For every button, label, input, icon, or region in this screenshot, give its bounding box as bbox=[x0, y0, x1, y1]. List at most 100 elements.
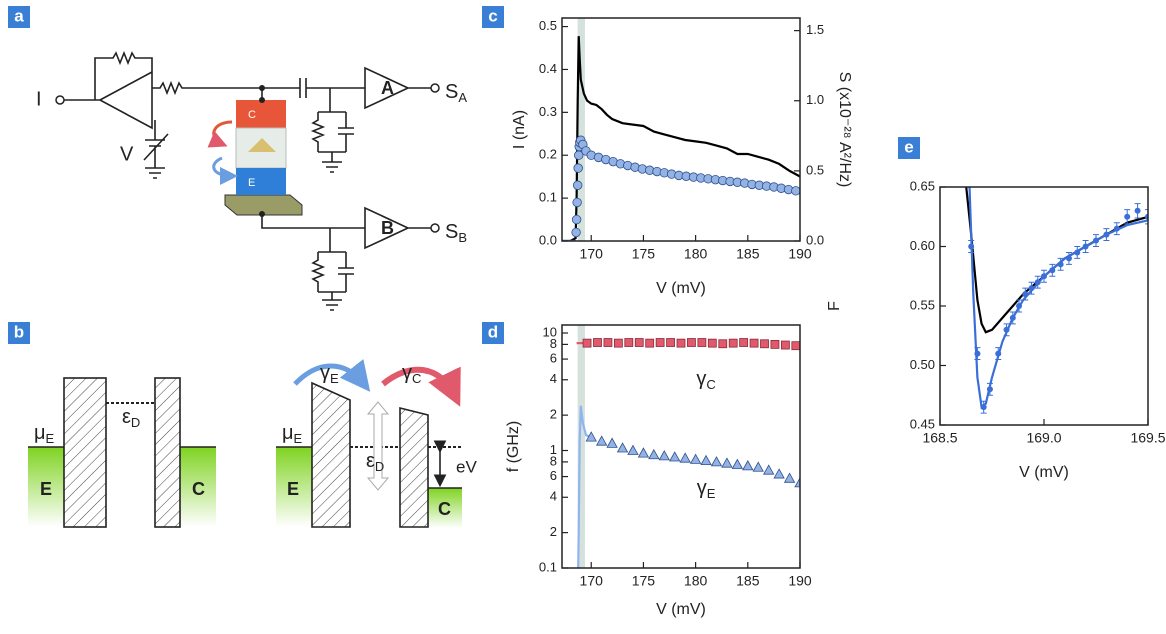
y-tick-label: 0.55 bbox=[910, 297, 935, 312]
panel-tag: d bbox=[488, 322, 498, 341]
symbol: μ bbox=[34, 422, 46, 444]
x-tick-label: 170 bbox=[580, 573, 604, 589]
chart: 170 175 180 185 1900.00.10.20.30.40.50.00.51… bbox=[511, 17, 853, 297]
marker bbox=[1124, 213, 1131, 220]
y2-tick-label: 0.5 bbox=[806, 162, 824, 177]
rate-label: γE bbox=[320, 362, 339, 386]
marker bbox=[742, 460, 754, 471]
barrier bbox=[399, 406, 429, 528]
marker bbox=[763, 464, 775, 475]
chart: 168.5 169.0 169.5 0.45 0.50 0.55 0.60 0.65 V (mV… bbox=[826, 178, 1166, 481]
marker bbox=[571, 227, 581, 238]
marker bbox=[995, 350, 1002, 357]
y-tick-label: 0.65 bbox=[910, 178, 935, 193]
marker bbox=[573, 163, 583, 173]
x-tick-label: 169.0 bbox=[1026, 430, 1061, 446]
x-tick-label: 175 bbox=[632, 246, 656, 262]
marker bbox=[571, 214, 582, 225]
marker bbox=[707, 338, 717, 348]
marker bbox=[637, 447, 650, 458]
y-tick-label: 2 bbox=[550, 407, 557, 422]
block-label: C bbox=[248, 109, 256, 121]
symbol: γ bbox=[697, 477, 707, 499]
marker bbox=[1016, 303, 1023, 309]
level-label: μE bbox=[282, 422, 303, 446]
amplifier bbox=[364, 206, 431, 250]
error-bar bbox=[1145, 209, 1148, 225]
plot-area bbox=[562, 18, 800, 241]
marker bbox=[700, 454, 712, 466]
level-shift-arrow bbox=[366, 401, 390, 491]
marker bbox=[986, 386, 993, 393]
marker bbox=[595, 435, 608, 446]
x-tick-label: 175 bbox=[632, 573, 656, 589]
arrow bbox=[212, 156, 238, 185]
bias-label: eV bbox=[456, 457, 477, 476]
y-tick-label: 0.3 bbox=[539, 104, 557, 119]
tunnel-arrow bbox=[293, 359, 371, 392]
marker bbox=[676, 338, 686, 348]
marker bbox=[739, 338, 749, 347]
marker bbox=[1034, 279, 1041, 286]
tag-box bbox=[898, 137, 920, 159]
y-tick-label: 6 bbox=[550, 351, 557, 366]
line bbox=[968, 187, 1148, 410]
bias-label: V bbox=[120, 143, 134, 165]
marker bbox=[721, 457, 733, 468]
symbol: γ bbox=[402, 362, 412, 384]
marker bbox=[752, 461, 764, 472]
x-axis-label: V (mV) bbox=[656, 601, 706, 618]
band-diagram-right: μE εD γE γC eV E C bbox=[276, 359, 477, 528]
plot-area bbox=[965, 187, 1148, 414]
frame bbox=[561, 324, 801, 569]
x-tick-label: 180 bbox=[684, 246, 708, 262]
tunnel-arrow bbox=[381, 366, 461, 407]
marker bbox=[1082, 243, 1089, 250]
panel-tags: a b c d e bbox=[8, 6, 920, 344]
y-tick-label: 8 bbox=[550, 453, 557, 468]
y-tick-label: 2 bbox=[550, 524, 557, 539]
block-label: E bbox=[248, 177, 255, 189]
subscript: B bbox=[458, 230, 467, 245]
y-tick-label: 1 bbox=[550, 442, 557, 457]
wiring bbox=[64, 50, 365, 173]
marker bbox=[1134, 207, 1141, 214]
marker bbox=[1074, 249, 1081, 256]
tag-box bbox=[482, 6, 504, 28]
node bbox=[259, 211, 265, 217]
marker bbox=[687, 338, 696, 347]
marker bbox=[634, 338, 644, 347]
panel-tag: e bbox=[904, 137, 913, 156]
y-tick-label: 0.1 bbox=[539, 190, 557, 205]
marker bbox=[1009, 314, 1016, 321]
x-axis-label: V (mV) bbox=[656, 280, 706, 297]
frame bbox=[561, 17, 801, 242]
substrate bbox=[224, 194, 303, 216]
symbol: γ bbox=[320, 362, 330, 384]
symbol: γ bbox=[696, 368, 706, 390]
annotation: γE bbox=[697, 477, 716, 501]
x-tick-label: 190 bbox=[788, 246, 812, 262]
amp-label: B bbox=[381, 218, 394, 238]
y-tick-label: 10 bbox=[543, 324, 557, 339]
marker bbox=[572, 197, 582, 208]
marker bbox=[760, 339, 769, 349]
subscript: E bbox=[46, 431, 55, 446]
bias-source bbox=[143, 120, 169, 179]
symbol: S bbox=[445, 221, 458, 243]
marker bbox=[627, 444, 639, 455]
level-label: εD bbox=[122, 406, 140, 430]
subscript: E bbox=[294, 431, 303, 446]
marker bbox=[1003, 326, 1010, 333]
y-tick-label: 0.0 bbox=[539, 232, 557, 247]
y-tick-label: 0.45 bbox=[910, 416, 935, 431]
symbol: ε bbox=[366, 450, 375, 472]
dot bbox=[248, 138, 276, 152]
band-diagram-left: μE εD E C bbox=[28, 377, 216, 528]
marker bbox=[974, 350, 981, 357]
marker bbox=[968, 243, 975, 250]
terminal bbox=[55, 95, 65, 105]
y-tick-label: 0.5 bbox=[539, 18, 557, 33]
emitter-band bbox=[276, 447, 312, 527]
marker bbox=[718, 339, 728, 349]
